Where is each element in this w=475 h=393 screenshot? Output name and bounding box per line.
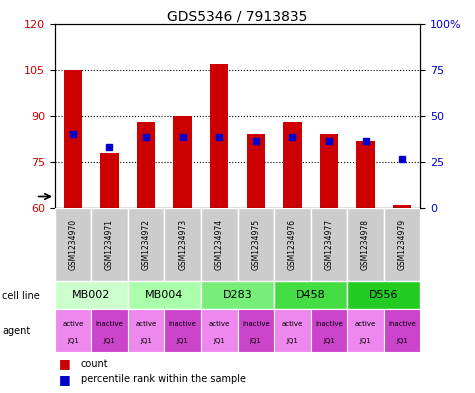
Text: count: count [81,358,108,369]
Text: JQ1: JQ1 [323,338,335,344]
Text: inactive: inactive [169,321,197,327]
Bar [210,64,228,208]
FancyBboxPatch shape [311,309,347,352]
Text: inactive: inactive [388,321,416,327]
Bar [247,134,265,208]
FancyBboxPatch shape [274,208,311,281]
FancyBboxPatch shape [311,208,347,281]
FancyBboxPatch shape [274,281,347,309]
FancyBboxPatch shape [91,208,128,281]
FancyBboxPatch shape [384,309,420,352]
Text: GSM1234970: GSM1234970 [68,219,77,270]
Text: GSM1234975: GSM1234975 [251,219,260,270]
Text: inactive: inactive [95,321,124,327]
Text: GSM1234973: GSM1234973 [178,219,187,270]
Bar [356,141,375,208]
FancyBboxPatch shape [201,309,238,352]
Text: active: active [135,321,157,327]
FancyBboxPatch shape [384,208,420,281]
Text: cell line: cell line [2,290,40,301]
FancyBboxPatch shape [347,309,384,352]
Text: active: active [355,321,376,327]
Text: JQ1: JQ1 [360,338,371,344]
Text: JQ1: JQ1 [286,338,298,344]
FancyBboxPatch shape [128,281,201,309]
Bar [393,205,411,208]
Text: inactive: inactive [315,321,343,327]
Text: percentile rank within the sample: percentile rank within the sample [81,374,246,384]
Text: D556: D556 [369,290,399,300]
Text: JQ1: JQ1 [250,338,262,344]
Text: D283: D283 [223,290,252,300]
Text: GSM1234977: GSM1234977 [324,219,333,270]
FancyBboxPatch shape [55,208,91,281]
Text: JQ1: JQ1 [213,338,225,344]
Bar [283,122,302,208]
FancyBboxPatch shape [201,281,274,309]
Text: GSM1234979: GSM1234979 [398,219,407,270]
Text: JQ1: JQ1 [396,338,408,344]
Text: GSM1234971: GSM1234971 [105,219,114,270]
Text: ■: ■ [59,373,71,386]
Text: JQ1: JQ1 [104,338,115,344]
FancyBboxPatch shape [55,281,128,309]
FancyBboxPatch shape [347,208,384,281]
Text: D458: D458 [296,290,325,300]
FancyBboxPatch shape [238,309,274,352]
FancyBboxPatch shape [128,208,164,281]
Text: JQ1: JQ1 [177,338,189,344]
Text: active: active [62,321,84,327]
Bar [173,116,192,208]
Text: JQ1: JQ1 [140,338,152,344]
Text: GSM1234976: GSM1234976 [288,219,297,270]
FancyBboxPatch shape [238,208,274,281]
Text: active: active [209,321,230,327]
Text: MB004: MB004 [145,290,183,300]
FancyBboxPatch shape [91,309,128,352]
Text: ■: ■ [59,357,71,370]
FancyBboxPatch shape [164,309,201,352]
FancyBboxPatch shape [55,309,91,352]
Text: GSM1234978: GSM1234978 [361,219,370,270]
FancyBboxPatch shape [164,208,201,281]
Bar [320,134,338,208]
Text: GSM1234974: GSM1234974 [215,219,224,270]
Text: inactive: inactive [242,321,270,327]
Text: agent: agent [2,326,30,336]
FancyBboxPatch shape [347,281,420,309]
FancyBboxPatch shape [201,208,238,281]
Text: MB002: MB002 [72,290,110,300]
Text: GDS5346 / 7913835: GDS5346 / 7913835 [167,10,308,24]
FancyBboxPatch shape [274,309,311,352]
Bar [137,122,155,208]
Text: active: active [282,321,303,327]
FancyBboxPatch shape [128,309,164,352]
Text: JQ1: JQ1 [67,338,79,344]
Bar [100,153,119,208]
Bar [64,70,82,208]
Text: GSM1234972: GSM1234972 [142,219,151,270]
